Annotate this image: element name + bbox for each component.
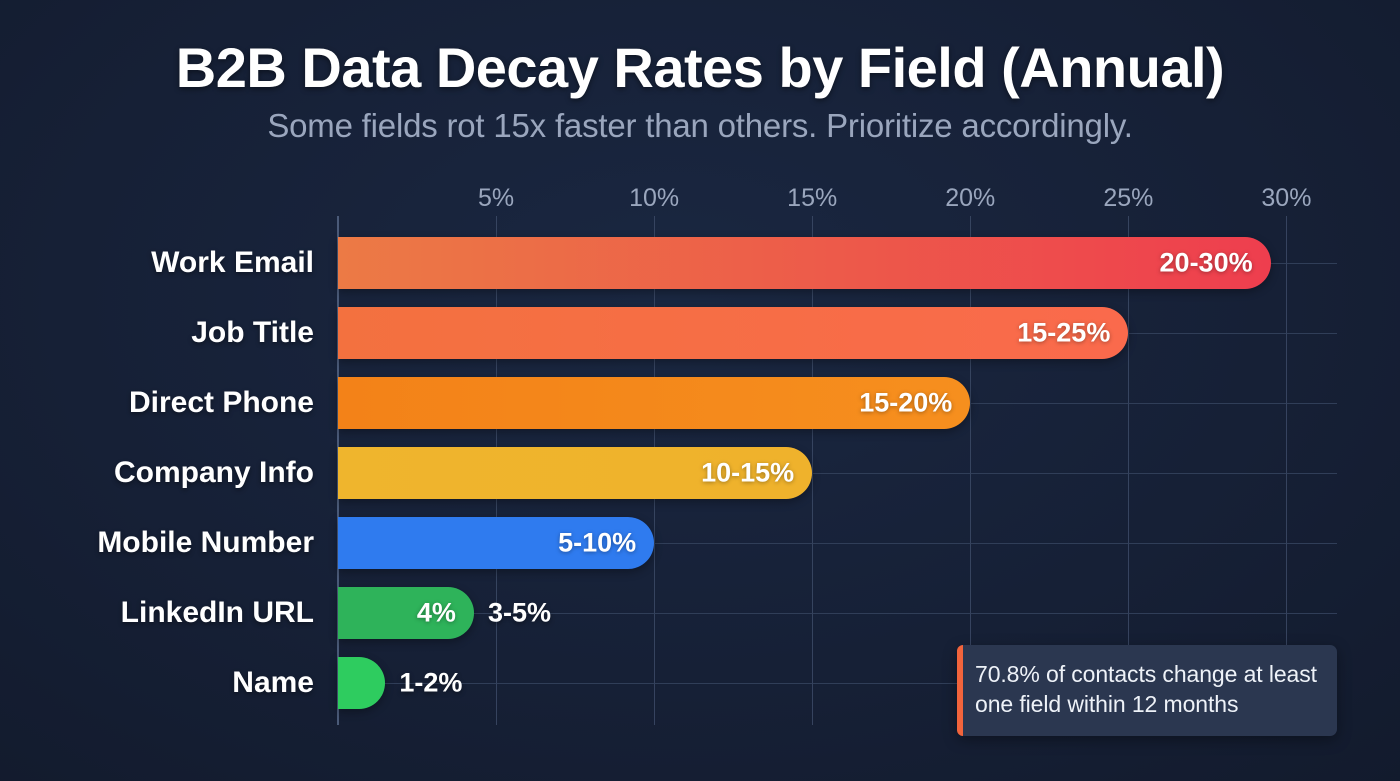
chart-subtitle: Some fields rot 15x faster than others. …: [267, 107, 1133, 145]
bar[interactable]: 10-15%: [338, 447, 813, 499]
bar[interactable]: [338, 657, 386, 709]
category-label: Job Title: [191, 316, 314, 349]
category-label: Mobile Number: [97, 526, 314, 559]
category-label: Company Info: [114, 456, 314, 489]
category-label: Work Email: [151, 246, 314, 279]
bar[interactable]: 15-25%: [338, 307, 1129, 359]
bar-value-label: 15-20%: [859, 387, 953, 418]
x-tick-label: 25%: [1103, 184, 1154, 212]
bar-row: Company Info 10-15%: [114, 438, 1337, 508]
bar-value-label: 5-10%: [558, 527, 637, 558]
bar-row: Name 1-2%: [232, 648, 1337, 718]
category-label: Direct Phone: [128, 386, 314, 419]
bar-row: Mobile Number 5-10%: [97, 508, 1337, 578]
bar-range-label-outside: 3-5%: [487, 597, 551, 628]
gridline-vertical: [1286, 216, 1288, 725]
page-title: B2B Data Decay Rates by Field (Annual): [175, 36, 1225, 99]
bar-row: Job Title 15-25%: [191, 298, 1337, 368]
bar[interactable]: 5-10%: [338, 517, 655, 569]
bar-value-label: 10-15%: [701, 457, 795, 488]
annotation-text: 70.8% of contacts change at least one fi…: [975, 661, 1317, 718]
x-tick-label: 30%: [1261, 184, 1312, 212]
bar-value-label: 20-30%: [1159, 247, 1253, 278]
category-label: Name: [232, 666, 314, 699]
bar-row: Work Email 20-30%: [151, 228, 1337, 298]
bar-value-label: 4%: [416, 597, 456, 628]
bar-value-label-outside: 1-2%: [399, 667, 463, 698]
annotation-callout: 70.8% of contacts change at least one fi…: [957, 645, 1337, 736]
gridline-horizontal: [338, 473, 1337, 474]
bar-row: Direct Phone 15-20%: [129, 368, 1337, 438]
bar-row: LinkedIn URL 4% 3-5%: [121, 578, 1337, 648]
gridline-horizontal: [338, 543, 1337, 544]
gridline-vertical: [1128, 216, 1130, 725]
gridline-vertical: [970, 216, 972, 725]
x-tick-label: 20%: [945, 184, 996, 212]
annotation-accent-bar: [957, 645, 963, 736]
gridline-horizontal: [338, 683, 1337, 684]
bar[interactable]: 4%: [338, 587, 474, 639]
bar[interactable]: 15-20%: [338, 377, 971, 429]
category-label: LinkedIn URL: [120, 596, 314, 629]
gridline-horizontal: [338, 613, 1337, 614]
plot-area: 5% 10% 15% 20% 25% 30% Work Email 20-30% Job Ti…: [97, 184, 1337, 725]
x-tick-label: 10%: [629, 184, 680, 212]
gridline-vertical: [812, 216, 814, 725]
chart-header: B2B Data Decay Rates by Field (Annual) S…: [0, 0, 1400, 145]
x-tick-label: 15%: [787, 184, 838, 212]
x-tick-label: 5%: [477, 184, 515, 212]
bar-value-label: 15-25%: [1017, 317, 1111, 348]
bar[interactable]: 20-30%: [338, 237, 1271, 289]
